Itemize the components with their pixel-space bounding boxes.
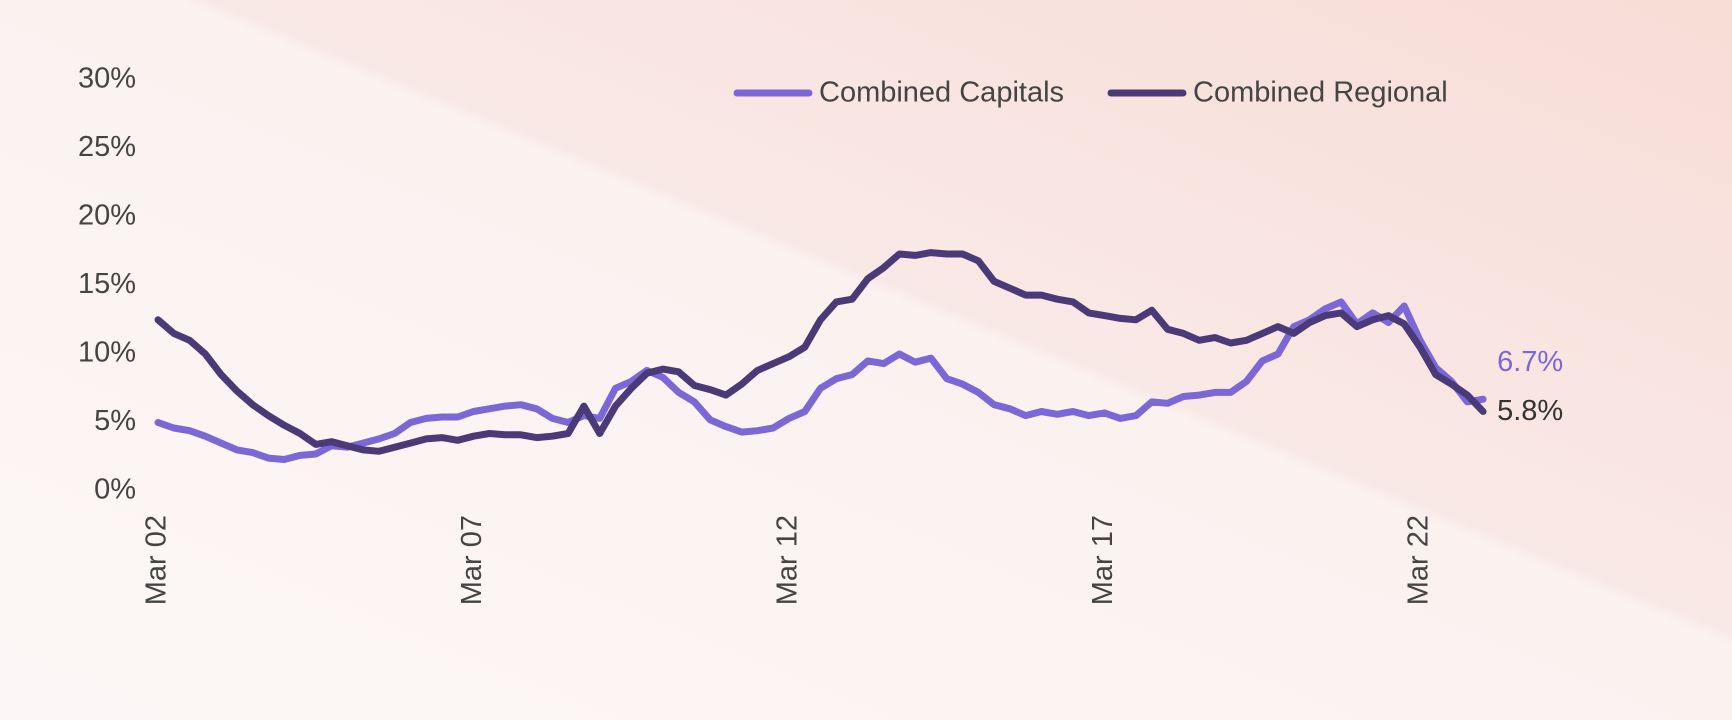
- series-line: [154, 249, 1487, 455]
- x-tick-label: Mar 07: [456, 515, 488, 605]
- y-tick-label: 15%: [78, 268, 136, 300]
- legend-label: Combined Capitals: [819, 77, 1064, 109]
- y-tick-label: 0%: [94, 474, 136, 506]
- data-label: 5.8%: [1497, 395, 1563, 427]
- x-tick-label: Mar 22: [1403, 515, 1435, 605]
- x-tick-label: Mar 17: [1087, 515, 1119, 605]
- y-tick-label: 30%: [78, 63, 136, 95]
- y-tick-label: 25%: [78, 131, 136, 163]
- y-tick-label: 10%: [78, 337, 136, 369]
- y-tick-label: 5%: [94, 405, 136, 437]
- legend-label: Combined Regional: [1193, 77, 1448, 109]
- data-label: 6.7%: [1497, 346, 1563, 378]
- series-line: [154, 298, 1487, 463]
- x-tick-label: Mar 02: [141, 515, 173, 605]
- y-tick-label: 20%: [78, 200, 136, 232]
- x-tick-label: Mar 12: [772, 515, 804, 605]
